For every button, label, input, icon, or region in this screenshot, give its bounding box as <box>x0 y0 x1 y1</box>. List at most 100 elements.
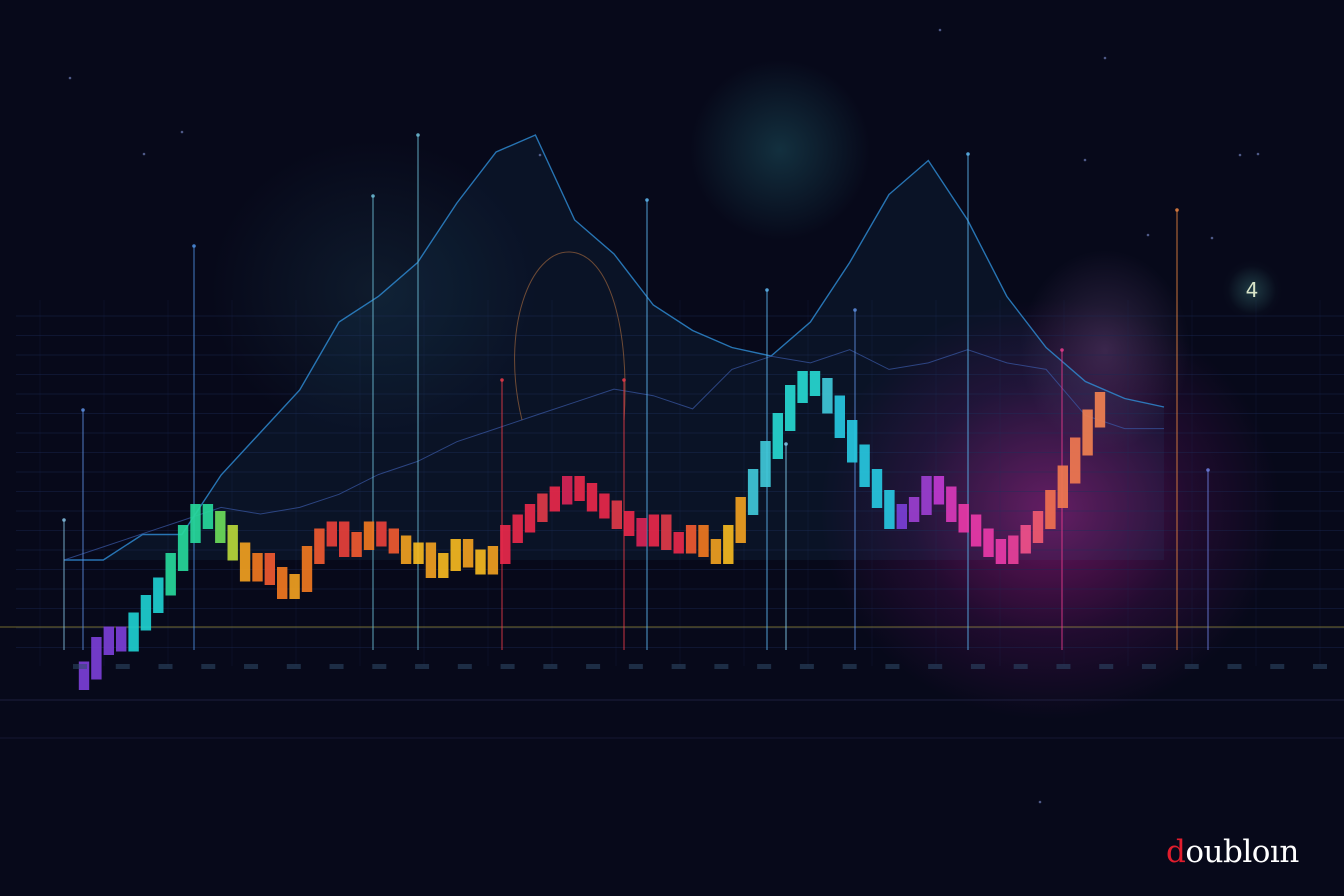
vertical-marker-dot <box>1060 348 1064 352</box>
candle <box>685 525 697 554</box>
candle <box>747 469 759 515</box>
candle <box>177 525 189 571</box>
candle <box>227 525 238 561</box>
candle <box>1094 392 1106 428</box>
vertical-marker-dot <box>371 194 375 198</box>
candle <box>896 504 907 529</box>
vertical-marker-dot <box>416 133 420 137</box>
x-tick-mark <box>1056 664 1071 669</box>
candle <box>760 441 771 487</box>
x-tick-mark <box>714 664 729 669</box>
candle <box>611 500 622 529</box>
x-tick-mark <box>1099 664 1114 669</box>
candle <box>785 385 796 431</box>
x-tick-mark <box>115 664 130 669</box>
candle <box>908 497 920 522</box>
vertical-marker-dot <box>500 378 504 382</box>
x-tick-mark <box>244 664 259 669</box>
candle <box>562 476 573 505</box>
x-tick-mark <box>372 664 387 669</box>
candle <box>252 553 263 582</box>
background-star <box>1103 56 1107 60</box>
candle <box>1020 525 1031 554</box>
x-tick-mark <box>73 664 87 669</box>
x-tick-mark <box>885 664 900 669</box>
candle <box>165 553 176 596</box>
candle <box>884 490 895 529</box>
candle <box>1008 535 1019 564</box>
x-tick-mark <box>158 664 173 669</box>
candle <box>1032 511 1044 543</box>
candle <box>648 514 660 547</box>
x-tick-mark <box>1270 664 1285 669</box>
background-star <box>538 153 542 157</box>
x-tick-mark <box>970 664 985 669</box>
candle <box>859 444 870 487</box>
x-tick-mark <box>928 664 943 669</box>
candle <box>500 525 511 564</box>
candle <box>871 469 883 508</box>
candle <box>301 546 313 592</box>
vertical-marker-dot <box>1206 468 1210 472</box>
candle <box>363 521 375 550</box>
background-star <box>1146 233 1150 237</box>
overlay-line-upper <box>64 134 1165 561</box>
vertical-marker-dot <box>765 288 769 292</box>
x-tick-mark <box>457 664 472 669</box>
x-tick-mark <box>415 664 430 669</box>
candle <box>239 542 251 582</box>
candle <box>425 542 437 578</box>
background-star <box>1238 153 1242 157</box>
candle <box>314 528 325 564</box>
candle <box>673 532 684 554</box>
x-tick-mark <box>1013 664 1028 669</box>
candle <box>921 476 932 515</box>
candle <box>797 371 808 403</box>
candle <box>524 504 536 533</box>
candle <box>995 539 1007 564</box>
overlay-area-upper <box>64 135 1164 560</box>
x-tick-mark <box>1313 664 1327 669</box>
vertical-marker-dot <box>62 518 66 522</box>
candle <box>512 514 523 543</box>
candle <box>339 521 350 557</box>
candle <box>475 549 486 575</box>
candle <box>376 521 387 547</box>
corner-number-badge: 4 <box>1222 260 1282 320</box>
candle <box>847 420 858 463</box>
candle <box>450 539 461 571</box>
candle <box>599 493 610 519</box>
candle <box>487 546 499 575</box>
x-tick-mark <box>671 664 686 669</box>
candle <box>351 532 362 557</box>
x-tick-mark <box>628 664 643 669</box>
background-star <box>1038 800 1042 804</box>
brand-logo-lead: d <box>1166 834 1186 870</box>
candle <box>772 413 783 459</box>
x-tick-mark <box>586 664 601 669</box>
vertical-marker-dot <box>645 198 649 202</box>
x-tick-mark <box>286 664 301 669</box>
candle <box>1082 409 1093 456</box>
x-tick-mark <box>1184 664 1199 669</box>
candle <box>834 395 845 438</box>
candle <box>723 525 734 564</box>
candle <box>1045 490 1056 529</box>
candle <box>128 612 139 652</box>
candle <box>413 542 424 564</box>
candle <box>983 528 994 557</box>
candle <box>140 595 152 631</box>
candle <box>574 476 585 501</box>
x-tick-mark <box>329 664 344 669</box>
candle <box>958 504 969 533</box>
candle <box>624 511 635 536</box>
candle <box>78 661 90 690</box>
candle <box>388 528 399 554</box>
candle <box>103 626 114 655</box>
vertical-marker-dot <box>1175 208 1179 212</box>
background-star <box>1210 236 1214 240</box>
candle <box>710 539 722 564</box>
background-star <box>180 130 184 134</box>
